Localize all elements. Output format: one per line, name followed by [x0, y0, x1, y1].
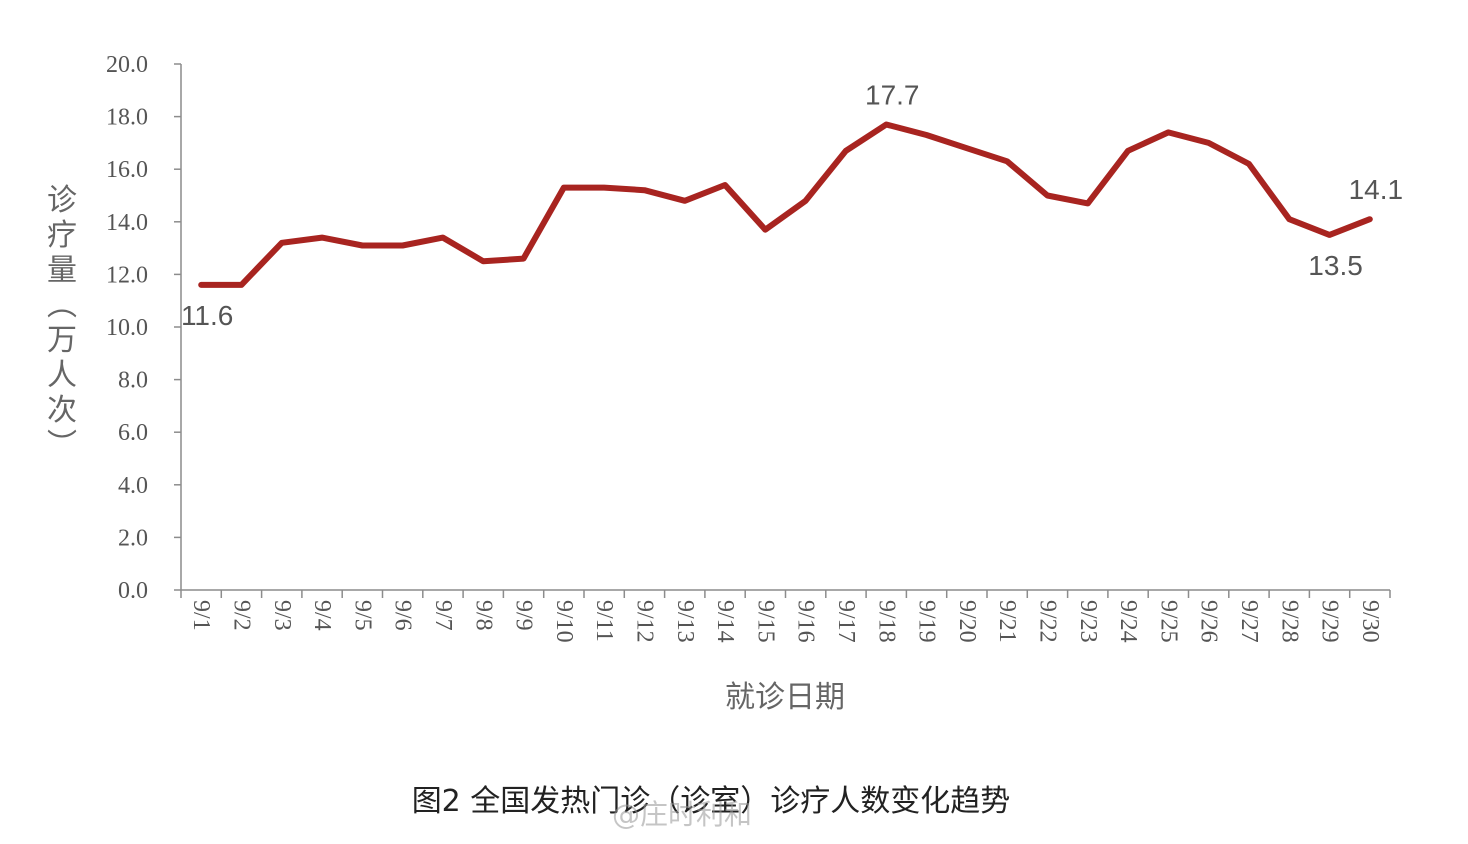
x-tick-label: 9/15 [752, 600, 778, 643]
x-tick-label: 9/8 [470, 600, 496, 631]
y-tick-label: 16.0 [106, 157, 148, 183]
x-tick-label: 9/11 [591, 600, 617, 642]
y-tick-label: 14.0 [106, 210, 148, 236]
watermark: @庄时利和 [612, 798, 753, 831]
data-labels: 11.6 17.7 13.5 14.1 [181, 79, 1403, 330]
y-axis: 0.0 2.0 4.0 6.0 8.0 10.0 12.0 14.0 16.0 18.0 20.0 [106, 52, 182, 604]
y-tick-label: 0.0 [118, 578, 148, 604]
x-tick-label: 9/9 [511, 600, 537, 631]
x-tick-label: 9/10 [551, 600, 577, 643]
x-tick-label: 9/3 [269, 600, 295, 631]
x-tick-label: 9/13 [672, 600, 698, 643]
series [198, 121, 1373, 288]
y-tick-label: 8.0 [118, 368, 148, 394]
x-tick-label: 9/21 [994, 600, 1020, 643]
x-tick-label: 9/2 [228, 600, 254, 631]
data-label: 14.1 [1349, 174, 1404, 205]
x-tick-label: 9/30 [1357, 600, 1383, 643]
y-tick-label: 4.0 [118, 473, 148, 499]
x-tick-label: 9/18 [873, 600, 899, 643]
data-label: 13.5 [1308, 250, 1363, 281]
data-label: 11.6 [181, 300, 233, 331]
x-tick-label: 9/1 [188, 600, 214, 631]
x-tick-label: 9/12 [631, 600, 657, 643]
x-tick-label: 9/25 [1155, 600, 1181, 643]
y-tick-label: 10.0 [106, 315, 148, 341]
x-tick-label: 9/26 [1196, 600, 1222, 643]
y-tick-label: 2.0 [118, 525, 148, 551]
series-line [198, 121, 1373, 288]
x-tick-label: 9/5 [349, 600, 375, 631]
x-axis-title: 就诊日期 [725, 680, 845, 715]
x-tick-label: 9/23 [1075, 600, 1101, 643]
x-tick-label: 9/17 [833, 600, 859, 643]
x-tick-label: 9/19 [914, 600, 940, 643]
x-tick-label: 9/20 [954, 600, 980, 643]
x-tick-label: 9/7 [430, 600, 456, 631]
x-tick-label: 9/4 [309, 600, 335, 631]
x-tick-label: 9/6 [390, 600, 416, 631]
x-axis: 9/1 9/2 9/3 9/4 9/5 9/6 9/7 9/8 9/9 9/10 9/11 9/12 9… [180, 589, 1391, 643]
data-label: 17.7 [865, 79, 920, 110]
y-tick-label: 20.0 [106, 52, 148, 78]
x-tick-label: 9/14 [712, 600, 738, 643]
y-axis-title: 诊疗量︵万人次︶ [47, 183, 77, 463]
y-tick-label: 12.0 [106, 262, 148, 288]
x-tick-label: 9/29 [1317, 600, 1343, 643]
figure-caption: 图2 全国发热门诊（诊室）诊疗人数变化趋势 [411, 784, 1011, 819]
x-tick-label: 9/24 [1115, 600, 1141, 643]
y-tick-label: 6.0 [118, 420, 148, 446]
x-tick-label: 9/16 [793, 600, 819, 643]
y-tick-label: 18.0 [106, 105, 148, 131]
x-tick-label: 9/22 [1034, 600, 1060, 643]
x-tick-label: 9/27 [1236, 600, 1262, 643]
x-tick-label: 9/28 [1276, 600, 1302, 643]
